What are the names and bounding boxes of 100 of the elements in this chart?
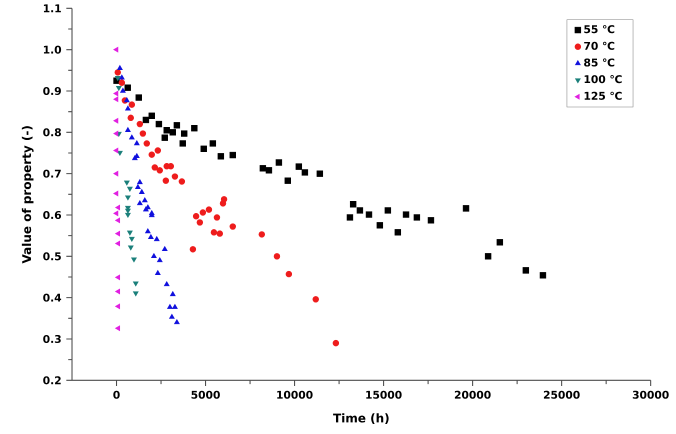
point	[154, 236, 160, 241]
point	[218, 152, 224, 160]
point	[296, 163, 302, 170]
x-tick-label: 0	[113, 390, 120, 399]
point	[266, 166, 272, 174]
point	[284, 177, 292, 184]
point	[178, 178, 186, 185]
point	[414, 214, 420, 221]
point	[220, 196, 228, 202]
point	[346, 214, 354, 221]
point	[113, 190, 118, 196]
point	[214, 214, 220, 221]
point	[145, 228, 151, 234]
point	[312, 296, 319, 302]
point	[384, 207, 392, 214]
point	[402, 211, 410, 218]
point	[132, 155, 138, 160]
point	[169, 314, 175, 319]
point	[156, 120, 162, 128]
point	[230, 223, 236, 230]
y-axis-title: Value of property (-)	[22, 126, 34, 264]
point	[172, 304, 178, 309]
point	[124, 97, 130, 102]
point	[540, 272, 546, 278]
point	[125, 126, 131, 132]
point	[156, 257, 163, 262]
point	[118, 79, 126, 86]
point	[136, 94, 142, 101]
point	[148, 112, 155, 119]
point	[115, 325, 120, 331]
point	[174, 122, 180, 128]
point	[172, 173, 178, 180]
point	[116, 86, 122, 91]
point	[125, 212, 131, 218]
point	[258, 231, 266, 238]
point	[113, 170, 118, 176]
x-axis-title: Time (h)	[333, 413, 389, 424]
point	[120, 88, 126, 93]
point	[113, 148, 118, 154]
legend-label: 70 ℃	[584, 42, 614, 50]
point	[164, 126, 170, 134]
point	[462, 205, 470, 212]
point	[170, 128, 176, 136]
point	[206, 206, 212, 213]
point	[162, 177, 170, 184]
point	[142, 116, 150, 123]
point	[168, 162, 174, 170]
point	[170, 290, 176, 296]
point	[114, 76, 121, 81]
point	[124, 180, 130, 186]
point	[190, 246, 196, 252]
point	[200, 145, 207, 152]
legend-label: 100 ℃	[584, 74, 622, 84]
point	[115, 288, 120, 294]
point	[129, 236, 135, 242]
y-tick-label: 0.2	[43, 376, 61, 384]
point	[138, 188, 145, 194]
point	[196, 219, 204, 226]
point	[114, 69, 121, 76]
point	[113, 130, 118, 136]
point	[210, 228, 218, 236]
point	[115, 230, 120, 236]
point	[230, 152, 236, 158]
point	[117, 64, 123, 70]
point	[192, 212, 200, 220]
point	[167, 304, 173, 309]
y-tick-label: 0.8	[43, 128, 61, 136]
point	[127, 230, 133, 236]
point	[127, 186, 133, 192]
point	[113, 118, 118, 124]
point	[115, 240, 120, 246]
legend-label: 125 ℃	[584, 92, 622, 100]
x-tick-label: 5000	[192, 390, 220, 399]
point	[151, 252, 157, 258]
point	[200, 209, 206, 216]
point	[128, 101, 136, 108]
point	[162, 134, 168, 141]
point	[132, 281, 139, 286]
point	[137, 178, 143, 184]
point	[274, 252, 280, 260]
point	[496, 238, 504, 246]
point	[113, 96, 118, 102]
y-tick-label: 0.7	[43, 169, 61, 178]
y-tick-label: 0.5	[43, 252, 61, 260]
point	[366, 211, 372, 218]
y-tick-label: 0.4	[43, 293, 62, 302]
point	[144, 140, 150, 147]
point	[152, 164, 158, 171]
x-tick-label: 15000	[366, 390, 402, 399]
point	[115, 204, 120, 210]
point	[316, 170, 324, 177]
point	[113, 210, 118, 216]
point	[136, 120, 144, 128]
point	[115, 217, 120, 224]
point	[156, 166, 163, 174]
point	[119, 74, 125, 80]
point	[162, 246, 168, 251]
x-tick-label: 30000	[632, 390, 669, 399]
y-tick-label: 0.9	[43, 86, 61, 95]
point	[180, 140, 186, 147]
